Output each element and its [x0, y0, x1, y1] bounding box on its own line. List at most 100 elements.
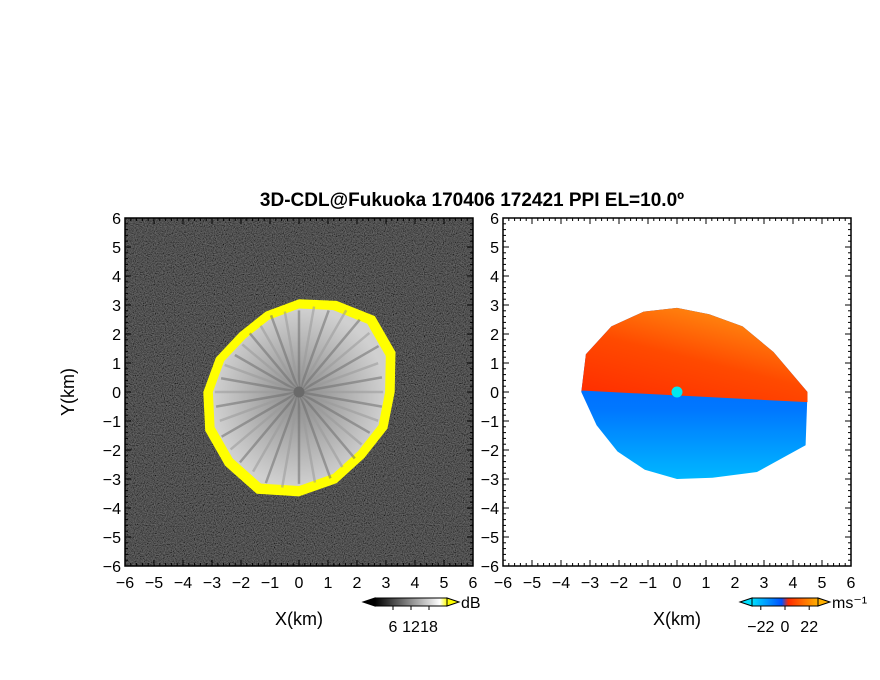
x-tick-label: 0 [673, 575, 682, 592]
x-tick-label: 0 [295, 575, 304, 592]
colorbar-high-arrow [817, 597, 832, 607]
colorbar-scale [374, 597, 448, 607]
y-tick-label: 0 [112, 385, 121, 402]
x-tick-label: 6 [847, 575, 856, 592]
y-tick-label: 4 [112, 269, 121, 286]
x-tick-label: 3 [760, 575, 769, 592]
x-tick-label: 4 [789, 575, 798, 592]
snr-echo-ray [264, 391, 301, 484]
snr-echo-ray [215, 390, 300, 408]
x-tick-label: −1 [639, 575, 657, 592]
x-tick-label: 3 [382, 575, 391, 592]
x-tick-label: −2 [232, 575, 250, 592]
snr-echo-ray [248, 332, 300, 393]
snr-echo-ray [219, 390, 300, 422]
y-tick-label: −4 [103, 501, 121, 518]
snr-echo-ray [297, 309, 348, 393]
snr-y-axis-label: Y(km) [58, 368, 78, 416]
velocity-echo [581, 307, 808, 479]
snr-echo-ray [297, 391, 332, 479]
x-tick-label: 1 [324, 575, 333, 592]
snr-echo-ray [280, 391, 301, 488]
velocity-colorbar: −22 0 22 ms⁻¹ [738, 595, 867, 636]
radar-site-marker [293, 386, 305, 398]
colorbar-low-arrow [738, 597, 753, 607]
colorbar-tick-label: 12 [402, 619, 420, 636]
y-tick-label: 6 [112, 211, 121, 228]
y-tick-label: 2 [490, 327, 499, 344]
x-tick-label: 5 [818, 575, 827, 592]
velocity-x-axis-label: X(km) [653, 609, 701, 629]
y-tick-label: 3 [112, 298, 121, 315]
y-tick-label: 4 [490, 269, 499, 286]
snr-echo-ray [297, 310, 330, 393]
y-tick-label: −3 [103, 472, 121, 489]
snr-echo-ray [297, 306, 316, 393]
snr-echo [203, 299, 396, 497]
snr-x-axis-label: X(km) [275, 609, 323, 629]
y-tick-label: −6 [481, 559, 499, 576]
colorbar-tick-label: 6 [389, 619, 398, 636]
snr-echo-ray [224, 363, 300, 394]
x-tick-label: −2 [610, 575, 628, 592]
velocity-panel: −6 −5 −4 −3 −2 −1 0 1 2 3 4 5 6 −6 −5 −4 −3 −2 −1 0 1 2 3 4 5 6 X… [481, 211, 867, 636]
velocity-axis-ticks: −6 −5 −4 −3 −2 −1 0 1 2 3 4 5 6 −6 −5 −4 −3 −2 −1 0 1 2 3 4 5 6 [481, 211, 856, 592]
snr-colorbar: 6 12 18 dB [361, 595, 481, 636]
y-tick-label: 3 [490, 298, 499, 315]
x-tick-label: −6 [494, 575, 512, 592]
x-tick-label: −6 [116, 575, 134, 592]
snr-echo-ray [298, 318, 361, 393]
snr-echo-ray [297, 391, 317, 483]
x-tick-label: −1 [261, 575, 279, 592]
y-tick-label: 0 [490, 385, 499, 402]
snr-echo-ray [259, 325, 301, 393]
figure-title: 3D-CDL@Fukuoka 170406 172421 PPI EL=10.0… [260, 190, 684, 211]
y-tick-label: −5 [103, 530, 121, 547]
snr-echo-ray [298, 362, 379, 394]
snr-echo-ray [297, 391, 344, 468]
snr-echo-ray [238, 391, 300, 464]
colorbar-unit: dB [461, 595, 481, 612]
y-tick-label: −5 [481, 530, 499, 547]
x-tick-label: 5 [440, 575, 449, 592]
snr-echo-ray [251, 391, 301, 473]
snr-echo-ray [229, 391, 300, 451]
y-tick-label: −3 [481, 472, 499, 489]
y-tick-label: 5 [112, 240, 121, 257]
y-tick-label: 1 [490, 356, 499, 373]
snr-echo-ray [241, 343, 300, 393]
x-tick-label: 4 [411, 575, 420, 592]
snr-echo-ray [298, 391, 356, 460]
snr-echo-ray [298, 390, 371, 434]
x-tick-label: −3 [581, 575, 599, 592]
y-tick-label: 1 [112, 356, 121, 373]
snr-echo-ray [298, 331, 371, 393]
colorbar-tick-label: 0 [781, 619, 790, 636]
colorbar-tick-label: −22 [747, 619, 774, 636]
x-tick-label: −4 [174, 575, 192, 592]
x-tick-label: 6 [469, 575, 478, 592]
snr-echo-ray [298, 391, 363, 446]
snr-echo-ray [298, 376, 383, 394]
y-tick-label: −4 [481, 501, 499, 518]
y-tick-label: 2 [112, 327, 121, 344]
velocity-echo-receding [581, 307, 808, 403]
x-tick-label: 1 [702, 575, 711, 592]
snr-axis-ticks: −6 −5 −4 −3 −2 −1 0 1 2 3 4 5 6 −6 −5 −4 −3 −2 −1 0 1 2 3 4 5 6 [103, 211, 478, 592]
snr-echo-ray [283, 311, 301, 393]
colorbar-low-arrow [361, 597, 376, 607]
snr-echo-ray [298, 390, 383, 408]
snr-echo-ray [220, 377, 300, 394]
x-tick-label: 2 [353, 575, 362, 592]
colorbar-tick-label: 22 [800, 619, 818, 636]
y-tick-label: −2 [481, 443, 499, 460]
snr-echo-ray [234, 353, 300, 394]
snr-echo-ray [269, 314, 301, 393]
colorbar-tick-label: 18 [420, 619, 438, 636]
colorbar-unit: ms⁻¹ [832, 595, 867, 612]
snr-echo-ray [298, 390, 379, 422]
radar-site-marker [671, 386, 683, 398]
y-tick-label: −6 [103, 559, 121, 576]
